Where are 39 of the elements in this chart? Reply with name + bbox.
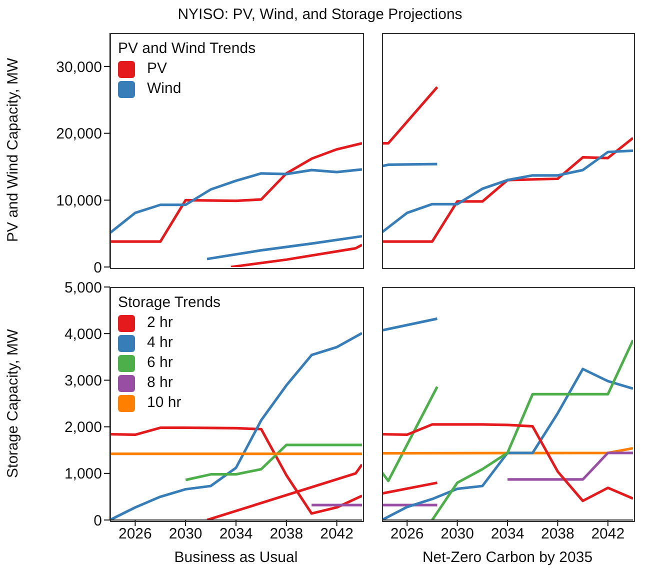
- x-tick-label: 2038: [270, 526, 304, 543]
- x-tick-label: 2034: [219, 526, 253, 543]
- y-axis-title: PV and Wind Capacity, MW: [4, 57, 22, 242]
- x-tick-label: 2038: [541, 526, 574, 543]
- y-tick-label: 0: [94, 259, 102, 276]
- y-tick-label: 0: [94, 512, 102, 530]
- line-series: [110, 168, 362, 234]
- y-tick-label: 10,000: [56, 192, 102, 210]
- y-axis-title: Storage Capacity, MW: [4, 328, 22, 478]
- x-tick-label: 2026: [118, 526, 152, 543]
- x-tick-label: 2042: [591, 526, 625, 543]
- y-tick-label: 2,000: [64, 419, 102, 436]
- y-tick-label: 20,000: [56, 126, 102, 143]
- legend-title: Storage Trends: [118, 293, 221, 313]
- x-tick-label: 2042: [320, 526, 354, 543]
- x-axis-title: Net-Zero Carbon by 2035: [422, 549, 593, 566]
- legend-label: 2 hr: [147, 313, 173, 333]
- legend-label: 8 hr: [147, 373, 173, 393]
- chart-title: NYISO: PV, Wind, and Storage Projections: [176, 6, 464, 23]
- line-series: [206, 234, 362, 260]
- y-tick-label: 3,000: [64, 372, 102, 390]
- x-tick-label: 2026: [390, 526, 424, 543]
- legend-label: 10 hr: [147, 393, 182, 413]
- x-tick-label: 2030: [168, 526, 202, 543]
- legend-label: 6 hr: [147, 353, 173, 373]
- line-series: [230, 244, 362, 267]
- legend-label: 4 hr: [147, 333, 173, 353]
- x-tick-label: 2034: [490, 526, 524, 543]
- line-series: [110, 142, 362, 243]
- line-series: [184, 444, 362, 482]
- legend-title: PV and Wind Trends: [118, 39, 256, 59]
- legend-label: Wind: [147, 79, 182, 99]
- x-tick-label: 2030: [440, 526, 474, 543]
- y-tick-label: 4,000: [64, 326, 102, 343]
- y-tick-label: 1,000: [64, 466, 102, 483]
- x-axis-title: Business as Usual: [174, 549, 298, 566]
- y-tick-label: 5,000: [64, 279, 102, 296]
- legend-label: PV: [147, 59, 168, 79]
- y-tick-label: 30,000: [56, 58, 102, 76]
